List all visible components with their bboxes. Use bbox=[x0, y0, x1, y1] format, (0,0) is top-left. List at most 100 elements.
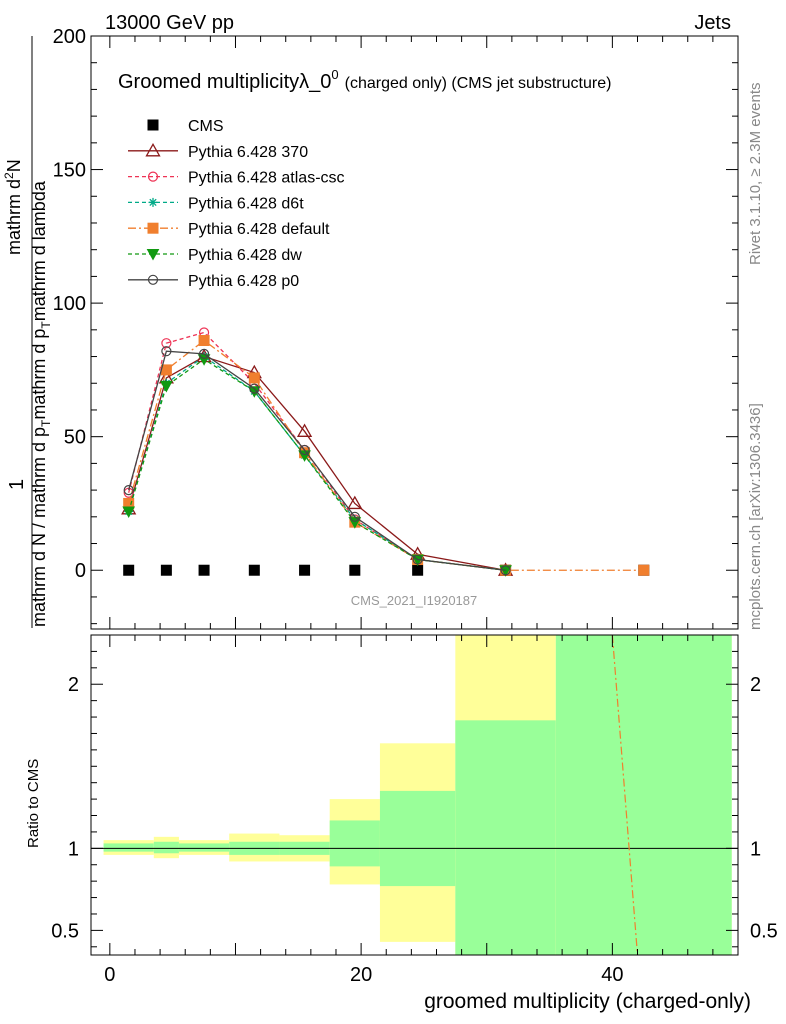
series-pythia-6-428-d6t bbox=[124, 352, 511, 575]
plot-title-suffix: (charged only) (CMS jet substructure) bbox=[345, 75, 612, 92]
ylabel-num-text: mathrm d2N bbox=[2, 159, 24, 255]
legend-label: Pythia 6.428 p0 bbox=[188, 273, 299, 290]
series-line-pythia-6-428-atlas-csc bbox=[128, 331, 506, 571]
series-line-pythia-6-428-370 bbox=[128, 355, 506, 571]
legend-item-pythia-6-428-atlas-csc: Pythia 6.428 atlas-csc bbox=[128, 170, 345, 187]
plot-title-sup: 0 bbox=[331, 67, 338, 82]
ylabel-den2-sub: T bbox=[39, 321, 53, 329]
ratio-axes: 0.5 0.51 12 20 20 40 bbox=[51, 635, 778, 986]
ratio-y-tick-label-right: 2 bbox=[750, 674, 761, 696]
ratio-y-tick-label-right: 1 bbox=[750, 838, 761, 860]
data-point-pythia-6-428-p0 bbox=[299, 444, 310, 456]
series-pythia-6-428-atlas-csc bbox=[123, 327, 511, 576]
legend-marker bbox=[147, 274, 159, 285]
legend-item-pythia-6-428-dw: Pythia 6.428 dw bbox=[128, 247, 302, 264]
analysis-id-label: CMS_2021_I1920187 bbox=[351, 593, 478, 608]
ylabel-den2-b: mathrm d lambda bbox=[29, 180, 49, 321]
data-point-pythia-6-428-p0 bbox=[198, 348, 210, 359]
ratio-y-tick-label: 0.5 bbox=[51, 920, 79, 942]
ratio-curve-pythia-6-428-default bbox=[611, 634, 639, 956]
legend-marker bbox=[147, 119, 159, 131]
x-tick-label: 0 bbox=[104, 964, 115, 986]
legend-item-pythia-6-428-default: Pythia 6.428 default bbox=[128, 221, 330, 238]
header-jets-label: Jets bbox=[694, 12, 731, 34]
legend-item-pythia-6-428-d6t: Pythia 6.428 d6t bbox=[128, 195, 304, 212]
series-line-pythia-6-428-dw bbox=[128, 358, 506, 571]
legend-label: Pythia 6.428 atlas-csc bbox=[188, 170, 345, 187]
rivet-version-label: Rivet 3.1.10, ≥ 2.3M events bbox=[747, 83, 764, 266]
plot-title-main: Groomed multiplicityλ_0 bbox=[118, 71, 331, 93]
main-y-axis: 0 50 100 150 200 bbox=[53, 26, 739, 629]
legend-marker bbox=[147, 222, 159, 234]
data-point-pythia-6-428-atlas-csc bbox=[161, 338, 172, 349]
data-point-cms bbox=[123, 564, 135, 576]
legend-item-cms: CMS bbox=[147, 118, 224, 135]
ratio-uncertainty-bands bbox=[103, 635, 732, 955]
data-point-pythia-6-428-dw bbox=[122, 506, 136, 519]
legend-item-pythia-6-428-370: Pythia 6.428 370 bbox=[128, 142, 308, 161]
data-point-pythia-6-428-p0 bbox=[412, 554, 423, 565]
data-point-pythia-6-428-370 bbox=[347, 495, 363, 510]
series-pythia-6-428-dw bbox=[122, 354, 512, 577]
legend-marker bbox=[147, 171, 159, 182]
x-tick-label: 20 bbox=[350, 964, 372, 986]
data-point-pythia-6-428-p0 bbox=[161, 346, 172, 357]
ratio-plot-frame bbox=[90, 634, 739, 956]
data-point-cms bbox=[198, 564, 210, 576]
legend-marker bbox=[146, 249, 160, 261]
ratio-band-inner bbox=[329, 820, 380, 867]
legend-marker bbox=[145, 142, 161, 157]
ylabel-den-text: mathrm d N / mathrm d pTmathrm d pTmathr… bbox=[29, 180, 53, 627]
ratio-curves-group bbox=[611, 634, 639, 956]
ylabel-num-N: N bbox=[4, 159, 24, 172]
legend-label: Pythia 6.428 dw bbox=[188, 247, 302, 264]
ratio-y-tick-label: 2 bbox=[68, 674, 79, 696]
data-point-pythia-6-428-p0 bbox=[500, 565, 511, 576]
ylabel-num-one: 1 bbox=[6, 479, 28, 490]
ratio-band-inner bbox=[455, 720, 556, 955]
ratio-plot-panel: 0.5 0.51 12 20 20 40 Ratio to CMS groomed mul… bbox=[25, 634, 778, 1013]
legend-label: Pythia 6.428 370 bbox=[188, 144, 308, 161]
main-y-tick-label: 150 bbox=[53, 160, 86, 182]
main-plot-frame bbox=[90, 35, 739, 630]
ylabel-den2-a: mathrm d p bbox=[29, 329, 49, 420]
legend-label: Pythia 6.428 d6t bbox=[188, 195, 304, 212]
ylabel-num-sup: 2 bbox=[2, 172, 16, 179]
data-point-pythia-6-428-default bbox=[638, 564, 650, 576]
data-point-cms bbox=[160, 564, 172, 576]
data-point-pythia-6-428-p0 bbox=[123, 484, 134, 496]
main-y-axis-label: 1 mathrm d N / mathrm d pTmathrm d pTmat… bbox=[2, 36, 53, 628]
data-point-cms bbox=[412, 564, 424, 576]
data-point-cms bbox=[349, 564, 361, 576]
data-point-pythia-6-428-p0 bbox=[249, 383, 260, 394]
series-line-pythia-6-428-default bbox=[128, 339, 644, 571]
data-point-pythia-6-428-370 bbox=[296, 423, 313, 437]
main-y-tick-label: 50 bbox=[64, 427, 86, 449]
data-point-cms bbox=[299, 564, 311, 576]
ylabel-den-sub: T bbox=[39, 419, 53, 427]
ratio-band-inner bbox=[103, 843, 154, 852]
legend-marker bbox=[148, 197, 158, 207]
ratio-band-inner bbox=[379, 790, 456, 887]
ratio-y-tick-label-right: 0.5 bbox=[750, 920, 778, 942]
series-pythia-6-428-370 bbox=[121, 348, 514, 576]
data-point-cms bbox=[248, 564, 260, 576]
main-y-tick-label: 100 bbox=[53, 293, 86, 315]
x-axis-label: groomed multiplicity (charged-only) bbox=[424, 990, 751, 1013]
mcplots-label: mcplots.cern.ch [arXiv:1306.3436] bbox=[747, 403, 764, 630]
series-line-pythia-6-428-d6t bbox=[128, 355, 506, 571]
series-pythia-6-428-p0 bbox=[123, 346, 511, 576]
x-tick-label: 40 bbox=[601, 964, 623, 986]
main-y-tick-label: 0 bbox=[75, 560, 86, 582]
ratio-y-tick-label: 1 bbox=[68, 838, 79, 860]
legend-label: Pythia 6.428 default bbox=[188, 221, 330, 238]
data-point-pythia-6-428-default bbox=[198, 335, 210, 347]
ratio-band-inner bbox=[178, 843, 230, 852]
main-y-tick-label: 200 bbox=[53, 26, 86, 48]
ratio-band-inner bbox=[153, 841, 179, 854]
plot-title: Groomed multiplicityλ_00 (charged only) (… bbox=[118, 67, 611, 93]
legend: CMS Pythia 6.428 370 Pythia 6.428 atlas-cs… bbox=[128, 118, 345, 290]
legend-item-pythia-6-428-p0: Pythia 6.428 p0 bbox=[128, 273, 299, 290]
